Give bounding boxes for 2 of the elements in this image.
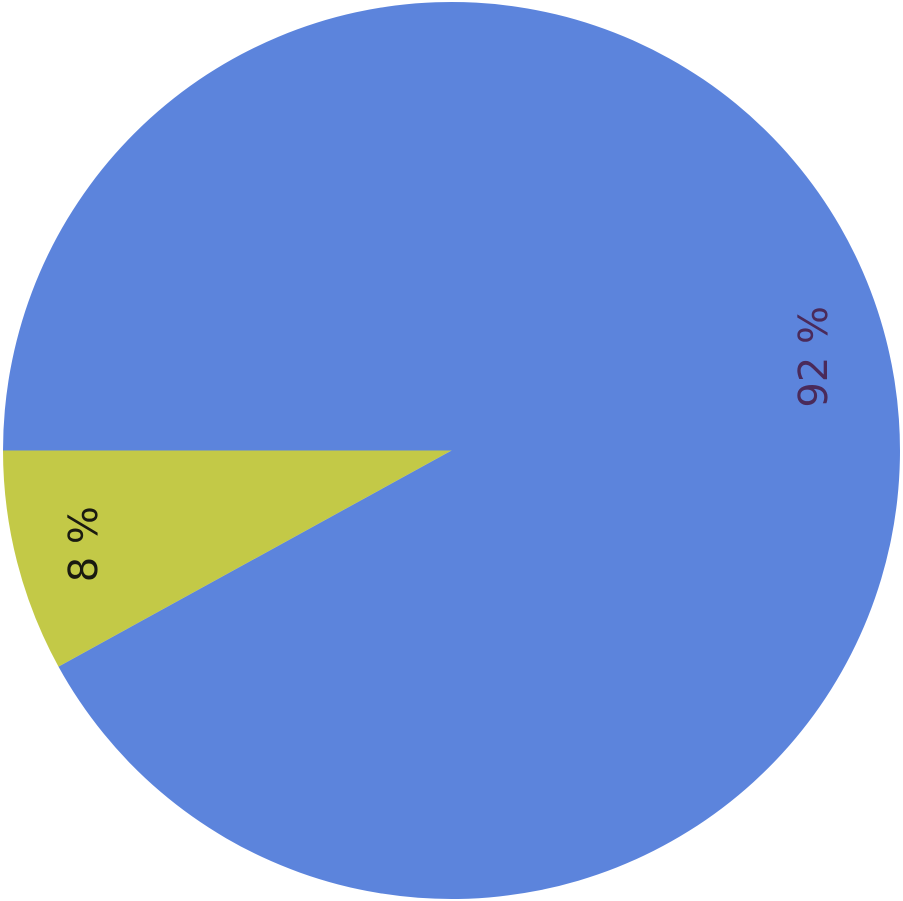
data-label: 8 % [60, 506, 107, 582]
data-label: 92 % [790, 306, 837, 408]
